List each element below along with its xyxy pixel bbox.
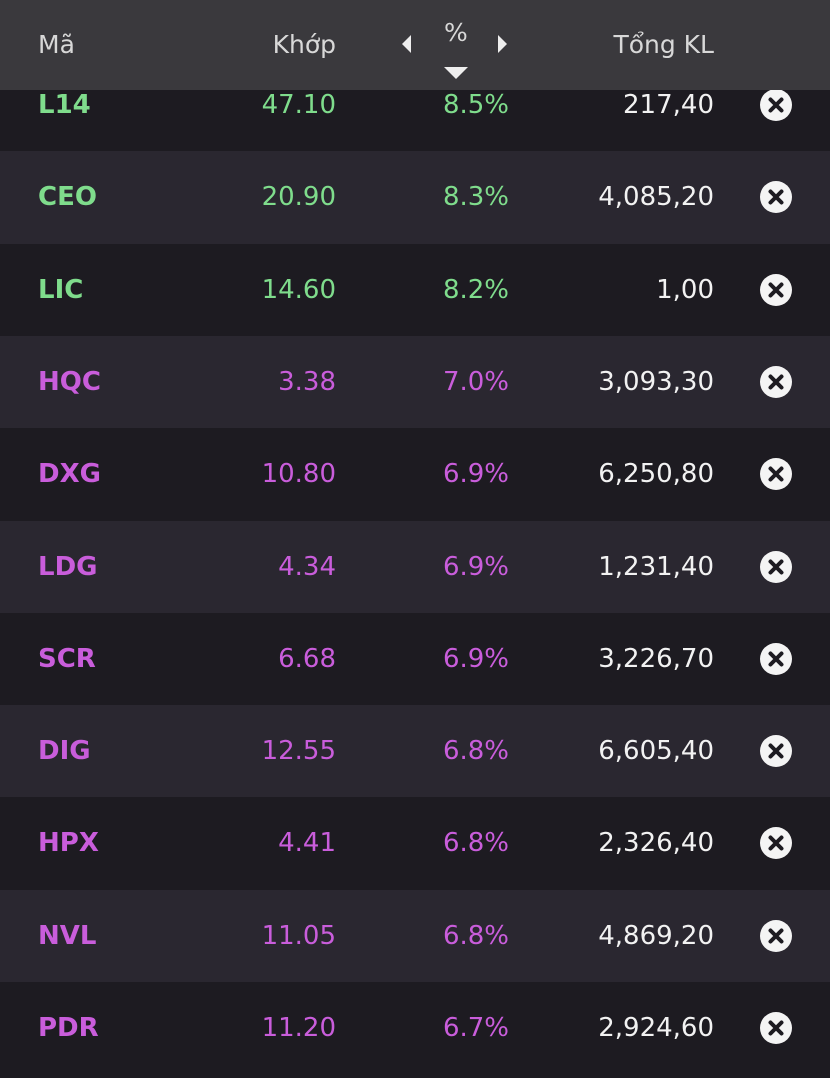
stock-row[interactable]: SCR 6.68 6.9% 3,226,70 bbox=[0, 612, 830, 706]
symbol: SCR bbox=[38, 643, 96, 674]
change-percent: 6.9% bbox=[442, 551, 509, 582]
change-percent: 6.8% bbox=[442, 736, 509, 767]
price: 4.34 bbox=[278, 551, 336, 582]
total-volume: 4,085,20 bbox=[598, 182, 714, 213]
remove-icon bbox=[760, 735, 792, 768]
price: 11.05 bbox=[261, 920, 336, 951]
change-percent: 6.8% bbox=[442, 828, 509, 859]
total-volume: 3,093,30 bbox=[598, 366, 714, 397]
remove-button[interactable] bbox=[760, 735, 792, 768]
stock-row[interactable]: HQC 3.38 7.0% 3,093,30 bbox=[0, 335, 830, 429]
remove-icon bbox=[760, 642, 792, 675]
change-percent: 6.8% bbox=[442, 920, 509, 951]
change-percent: 6.9% bbox=[442, 643, 509, 674]
symbol: PDR bbox=[38, 1013, 99, 1043]
stock-row[interactable]: DXG 10.80 6.9% 6,250,80 bbox=[0, 428, 830, 522]
remove-icon bbox=[760, 365, 792, 398]
next-column-arrow[interactable] bbox=[497, 34, 509, 54]
change-percent: 8.2% bbox=[442, 274, 509, 305]
remove-icon bbox=[760, 550, 792, 583]
remove-icon bbox=[760, 1012, 792, 1044]
remove-icon bbox=[760, 919, 792, 952]
stock-row[interactable]: LIC 14.60 8.2% 1,00 bbox=[0, 243, 830, 337]
symbol: LDG bbox=[38, 551, 98, 582]
price: 47.10 bbox=[261, 90, 336, 120]
total-volume: 6,250,80 bbox=[598, 459, 714, 490]
symbol: DXG bbox=[38, 459, 101, 490]
symbol: LIC bbox=[38, 274, 84, 305]
symbol: L14 bbox=[38, 90, 91, 120]
stock-row[interactable]: HPX 4.41 6.8% 2,326,40 bbox=[0, 797, 830, 891]
stock-row[interactable]: PDR 11.20 6.7% 2,924,60 bbox=[0, 982, 830, 1075]
price: 6.68 bbox=[278, 643, 336, 674]
symbol: DIG bbox=[38, 736, 91, 767]
price: 4.41 bbox=[278, 828, 336, 859]
remove-button[interactable] bbox=[760, 919, 792, 952]
remove-icon bbox=[760, 827, 792, 860]
change-percent: 6.9% bbox=[442, 459, 509, 490]
symbol: NVL bbox=[38, 920, 97, 951]
total-volume: 6,605,40 bbox=[598, 736, 714, 767]
price: 10.80 bbox=[261, 459, 336, 490]
remove-icon bbox=[760, 273, 792, 306]
change-percent: 8.5% bbox=[442, 90, 509, 120]
total-volume: 2,924,60 bbox=[598, 1013, 714, 1043]
symbol: CEO bbox=[38, 182, 97, 213]
price: 12.55 bbox=[261, 736, 336, 767]
change-percent: 8.3% bbox=[442, 182, 509, 213]
stock-row[interactable]: NVL 11.05 6.8% 4,869,20 bbox=[0, 889, 830, 983]
stock-row[interactable]: DIG 12.55 6.8% 6,605,40 bbox=[0, 705, 830, 799]
total-volume: 217,40 bbox=[623, 90, 714, 120]
symbol: HPX bbox=[38, 828, 99, 859]
table-header: Mã Khớp % Tổng KL bbox=[0, 0, 830, 90]
remove-button[interactable] bbox=[760, 1012, 792, 1044]
total-volume: 1,231,40 bbox=[598, 551, 714, 582]
remove-icon bbox=[760, 458, 792, 491]
remove-button[interactable] bbox=[760, 89, 792, 121]
stock-row[interactable]: LDG 4.34 6.9% 1,231,40 bbox=[0, 520, 830, 614]
total-volume: 4,869,20 bbox=[598, 920, 714, 951]
remove-button[interactable] bbox=[760, 827, 792, 860]
column-header[interactable]: % bbox=[444, 18, 468, 47]
remove-icon bbox=[760, 89, 792, 121]
column-header[interactable]: Khớp bbox=[272, 30, 336, 59]
remove-button[interactable] bbox=[760, 458, 792, 491]
price: 3.38 bbox=[278, 366, 336, 397]
remove-button[interactable] bbox=[760, 550, 792, 583]
stock-row[interactable]: CEO 20.90 8.3% 4,085,20 bbox=[0, 151, 830, 245]
total-volume: 1,00 bbox=[656, 274, 714, 305]
price: 20.90 bbox=[261, 182, 336, 213]
column-header[interactable]: Mã bbox=[38, 30, 75, 59]
remove-icon bbox=[760, 181, 792, 214]
change-percent: 6.7% bbox=[442, 1013, 509, 1043]
remove-button[interactable] bbox=[760, 181, 792, 214]
total-volume: 2,326,40 bbox=[598, 828, 714, 859]
remove-button[interactable] bbox=[760, 273, 792, 306]
sort-desc-indicator[interactable] bbox=[443, 66, 469, 80]
change-percent: 7.0% bbox=[442, 366, 509, 397]
total-volume: 3,226,70 bbox=[598, 643, 714, 674]
symbol: HQC bbox=[38, 366, 101, 397]
remove-button[interactable] bbox=[760, 642, 792, 675]
column-header[interactable]: Tổng KL bbox=[613, 30, 714, 59]
price: 14.60 bbox=[261, 274, 336, 305]
remove-button[interactable] bbox=[760, 365, 792, 398]
price: 11.20 bbox=[261, 1013, 336, 1043]
prev-column-arrow[interactable] bbox=[400, 34, 412, 54]
